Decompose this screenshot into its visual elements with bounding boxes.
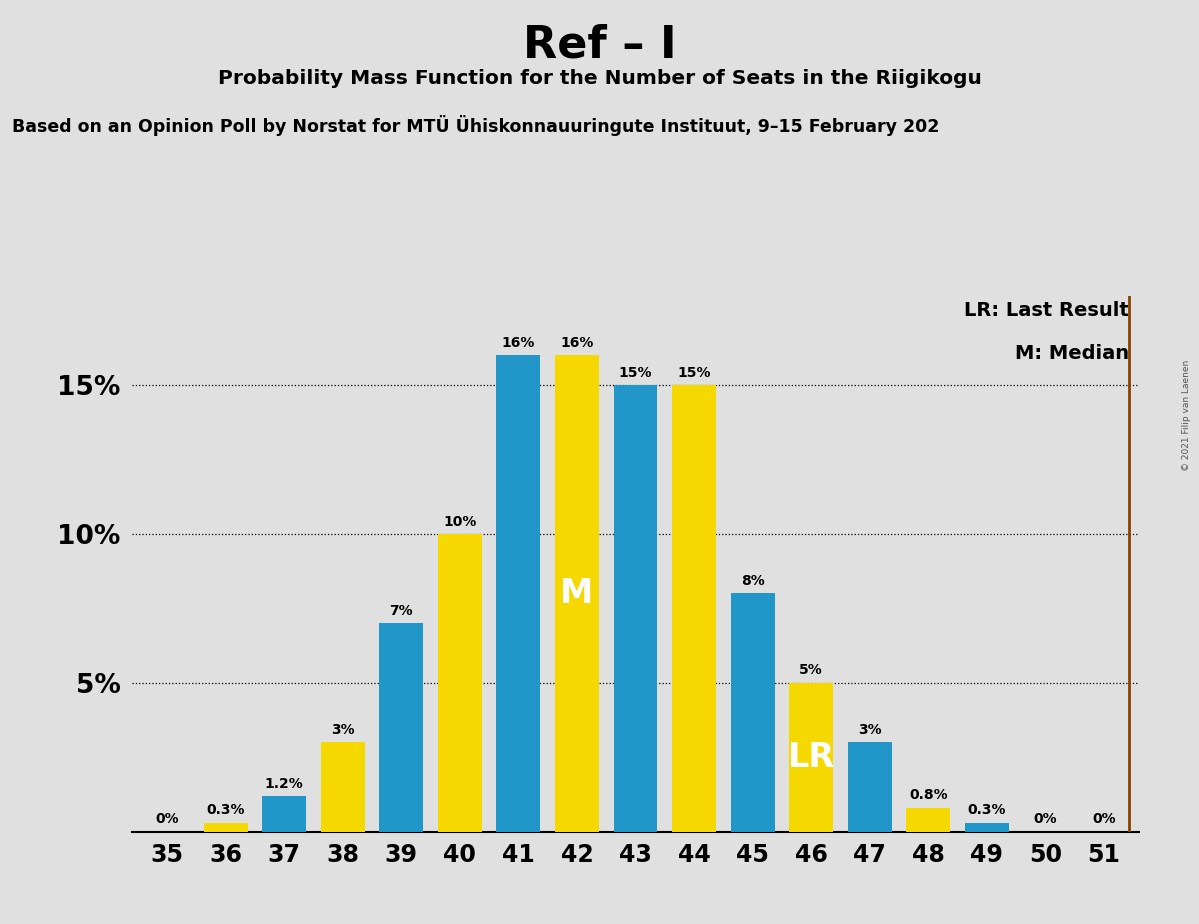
- Bar: [204, 822, 247, 832]
- Bar: [848, 742, 892, 832]
- Text: 0.3%: 0.3%: [968, 803, 1006, 818]
- Bar: [730, 593, 775, 832]
- Bar: [789, 683, 833, 832]
- Bar: [906, 808, 950, 832]
- Text: 1.2%: 1.2%: [265, 776, 303, 791]
- Text: 5%: 5%: [800, 663, 823, 677]
- Text: Ref – I: Ref – I: [523, 23, 676, 67]
- Bar: [614, 385, 657, 832]
- Text: Probability Mass Function for the Number of Seats in the Riigikogu: Probability Mass Function for the Number…: [217, 69, 982, 89]
- Bar: [320, 742, 364, 832]
- Bar: [496, 355, 541, 832]
- Text: 15%: 15%: [677, 366, 711, 380]
- Bar: [263, 796, 306, 832]
- Text: 16%: 16%: [560, 335, 594, 350]
- Bar: [965, 822, 1008, 832]
- Bar: [379, 623, 423, 832]
- Text: 0%: 0%: [155, 812, 179, 826]
- Text: M: M: [560, 577, 594, 610]
- Text: 3%: 3%: [331, 723, 355, 737]
- Text: 3%: 3%: [857, 723, 881, 737]
- Bar: [673, 385, 716, 832]
- Bar: [555, 355, 598, 832]
- Text: LR: Last Result: LR: Last Result: [964, 301, 1129, 320]
- Text: 7%: 7%: [390, 603, 414, 618]
- Text: M: Median: M: Median: [1014, 344, 1129, 363]
- Text: 0%: 0%: [1034, 812, 1058, 826]
- Text: 16%: 16%: [501, 335, 535, 350]
- Text: 15%: 15%: [619, 366, 652, 380]
- Text: © 2021 Filip van Laenen: © 2021 Filip van Laenen: [1181, 360, 1191, 471]
- Text: 0.3%: 0.3%: [206, 803, 245, 818]
- Text: 8%: 8%: [741, 574, 765, 588]
- Text: Based on an Opinion Poll by Norstat for MTÜ Ühiskonnauuringute Instituut, 9–15 F: Based on an Opinion Poll by Norstat for …: [12, 116, 939, 137]
- Text: LR: LR: [788, 741, 835, 773]
- Text: 10%: 10%: [444, 515, 476, 529]
- Text: 0%: 0%: [1092, 812, 1116, 826]
- Bar: [438, 534, 482, 832]
- Text: 0.8%: 0.8%: [909, 788, 947, 802]
